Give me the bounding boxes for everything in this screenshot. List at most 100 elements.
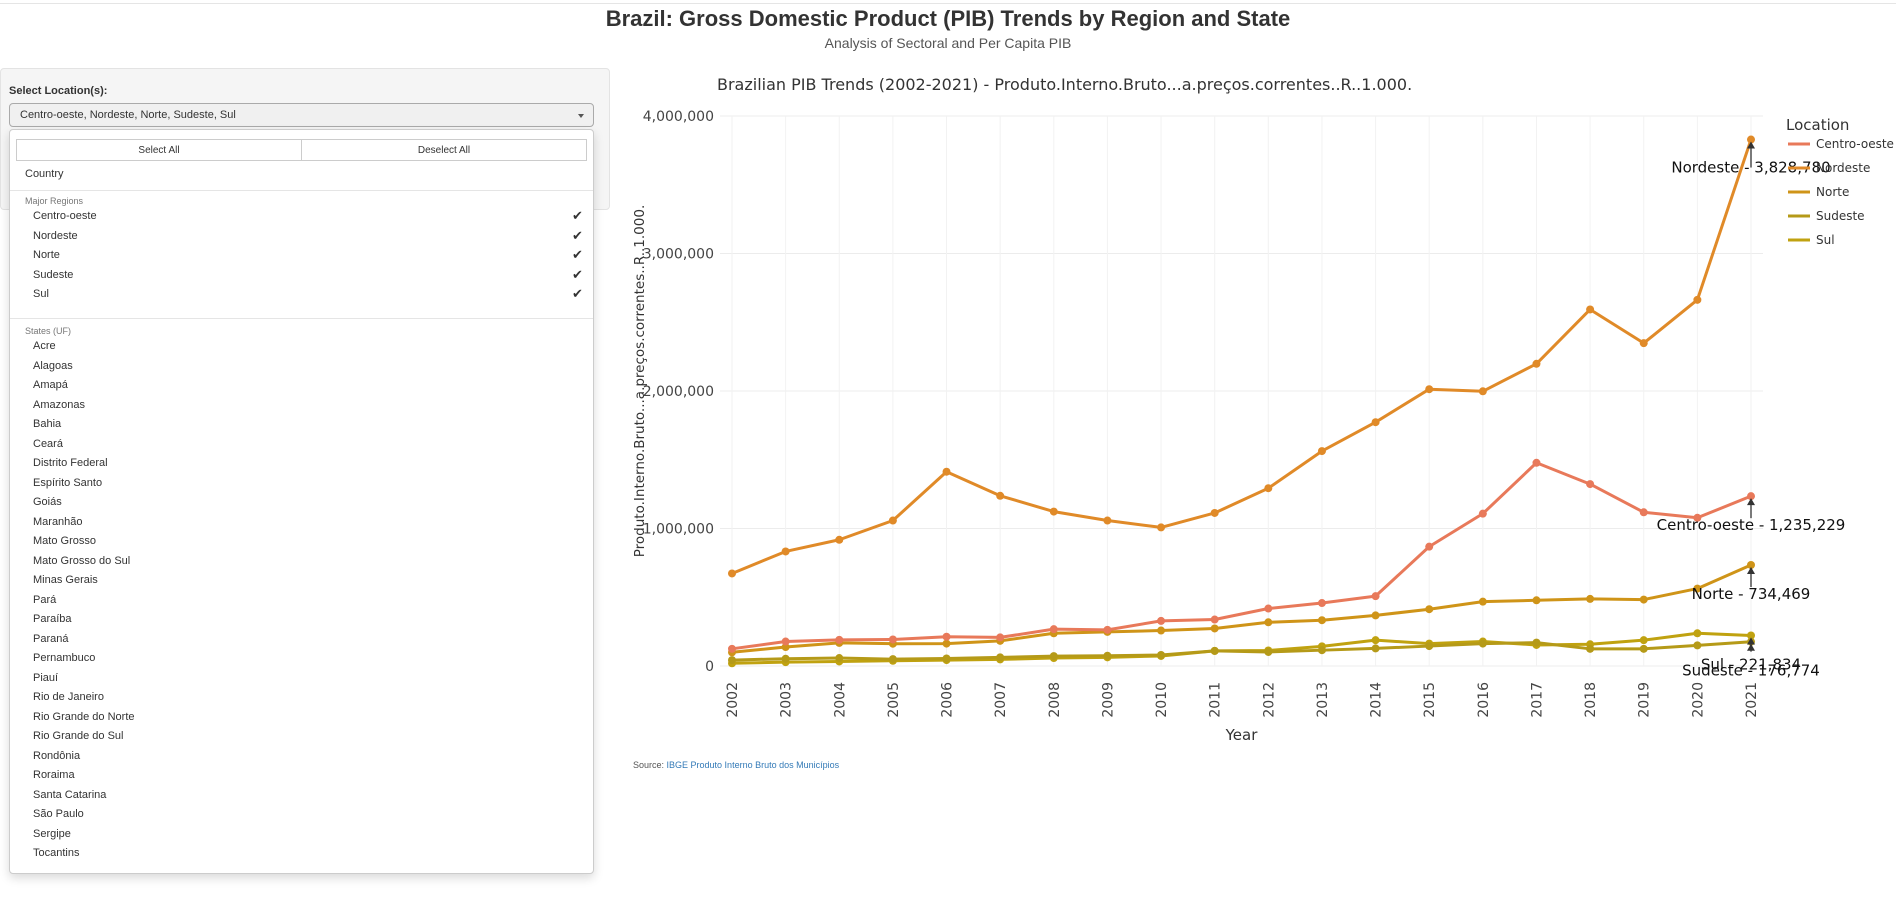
data-point bbox=[1586, 480, 1595, 489]
series-line-norte bbox=[731, 563, 1752, 654]
location-dropdown: Select All Deselect All Country Major Reg… bbox=[9, 129, 594, 874]
option-state[interactable]: Bahia bbox=[33, 418, 62, 430]
option-state[interactable]: Mato Grosso do Sul bbox=[33, 554, 131, 567]
data-point bbox=[1264, 647, 1273, 656]
x-tick-label: 2019 bbox=[1637, 682, 1653, 718]
data-point bbox=[1747, 631, 1755, 640]
data-point bbox=[1049, 507, 1058, 516]
option-region[interactable]: Norte bbox=[33, 249, 60, 261]
top-divider bbox=[0, 3, 1896, 4]
data-point bbox=[1264, 604, 1273, 613]
data-point bbox=[728, 656, 736, 665]
x-tick-label: 2014 bbox=[1369, 682, 1385, 718]
data-point bbox=[835, 654, 844, 663]
data-point bbox=[1210, 646, 1219, 655]
data-point bbox=[1693, 641, 1702, 650]
data-point bbox=[888, 516, 897, 525]
option-state[interactable]: Tocantins bbox=[33, 847, 80, 859]
option-state[interactable]: Sergipe bbox=[33, 827, 71, 840]
option-state[interactable]: Paraná bbox=[33, 632, 69, 645]
option-state[interactable]: Ceará bbox=[33, 437, 63, 450]
option-state[interactable]: Alagoas bbox=[33, 359, 73, 372]
option-state[interactable]: Amazonas bbox=[33, 398, 85, 411]
option-state[interactable]: Paraíba bbox=[33, 613, 72, 625]
series-line-nordeste bbox=[731, 139, 1753, 575]
select-all-button[interactable]: Select All bbox=[16, 139, 302, 161]
option-state[interactable]: Espírito Santo bbox=[33, 476, 103, 489]
annotation-label: Sul - 221,834 bbox=[1701, 655, 1801, 673]
data-point bbox=[1586, 594, 1595, 603]
data-point bbox=[1532, 596, 1541, 605]
data-point bbox=[1478, 597, 1487, 606]
arrowhead-icon bbox=[1747, 643, 1755, 651]
option-region[interactable]: Nordeste bbox=[33, 229, 78, 242]
arrowhead-icon bbox=[1747, 637, 1755, 645]
x-tick-label: 2003 bbox=[779, 682, 795, 718]
option-state[interactable]: Mato Grosso bbox=[33, 535, 96, 547]
option-state[interactable]: Rio de Janeiro bbox=[33, 691, 104, 703]
data-point bbox=[781, 547, 790, 556]
option-state[interactable]: Pernambuco bbox=[33, 652, 96, 664]
data-point bbox=[1586, 644, 1595, 653]
option-state[interactable]: São Paulo bbox=[33, 808, 84, 820]
option-state[interactable]: Acre bbox=[33, 340, 56, 352]
check-icon: ✔ bbox=[572, 208, 583, 223]
option-state[interactable]: Maranhão bbox=[33, 515, 83, 528]
regions-group-header: Major Regions bbox=[25, 196, 84, 206]
data-point bbox=[1532, 638, 1541, 647]
option-state[interactable]: Rio Grande do Sul bbox=[33, 730, 124, 742]
deselect-all-button[interactable]: Deselect All bbox=[302, 139, 587, 161]
annotation-label: Nordeste - 3,828,780 bbox=[1671, 159, 1830, 177]
check-icon: ✔ bbox=[572, 266, 583, 282]
series-line-centro-oeste bbox=[731, 461, 1752, 651]
data-point bbox=[1371, 592, 1380, 601]
data-point bbox=[1210, 624, 1219, 633]
data-point bbox=[888, 635, 897, 644]
option-state[interactable]: Rio Grande do Norte bbox=[33, 710, 135, 723]
data-point bbox=[1532, 359, 1541, 368]
dropdown-divider bbox=[10, 190, 593, 191]
option-state[interactable]: Roraima bbox=[33, 769, 75, 781]
data-point bbox=[1157, 616, 1166, 625]
option-country[interactable]: Country bbox=[25, 168, 64, 180]
data-point bbox=[1693, 629, 1702, 638]
data-point bbox=[1210, 508, 1219, 517]
option-state[interactable]: Rondônia bbox=[33, 749, 81, 762]
option-region[interactable]: Sul bbox=[33, 288, 49, 300]
data-point bbox=[1532, 458, 1541, 467]
data-point bbox=[1264, 484, 1273, 493]
data-point bbox=[1639, 508, 1648, 517]
legend-label: Nordeste bbox=[1816, 161, 1870, 175]
data-point bbox=[1264, 618, 1273, 627]
data-point bbox=[1103, 516, 1112, 525]
data-point bbox=[1425, 605, 1434, 614]
x-tick-label: 2002 bbox=[725, 682, 741, 718]
legend-label: Norte bbox=[1816, 185, 1849, 199]
option-region[interactable]: Centro-oeste bbox=[33, 210, 97, 222]
data-point bbox=[1371, 644, 1380, 653]
data-point bbox=[1478, 639, 1487, 648]
data-point bbox=[1586, 305, 1595, 314]
data-point bbox=[996, 653, 1005, 662]
data-point bbox=[1371, 611, 1380, 620]
source-link[interactable]: IBGE Produto Interno Bruto dos Município… bbox=[666, 760, 840, 770]
option-state[interactable]: Goiás bbox=[33, 496, 62, 508]
option-region[interactable]: Sudeste bbox=[33, 268, 74, 281]
y-tick-label: 2,000,000 bbox=[643, 384, 714, 400]
x-tick-label: 2011 bbox=[1208, 682, 1224, 718]
location-select[interactable]: Centro-oeste, Nordeste, Norte, Sudeste, … bbox=[9, 103, 594, 127]
option-state[interactable]: Santa Catarina bbox=[33, 788, 107, 801]
option-state[interactable]: Piauí bbox=[33, 671, 59, 684]
data-point bbox=[1478, 387, 1487, 396]
option-state[interactable]: Distrito Federal bbox=[33, 457, 108, 469]
caret-down-icon[interactable] bbox=[578, 114, 584, 118]
data-point bbox=[888, 655, 897, 664]
option-state[interactable]: Pará bbox=[33, 593, 57, 606]
x-tick-label: 2013 bbox=[1315, 682, 1331, 718]
data-point bbox=[1425, 385, 1434, 394]
x-tick-label: 2008 bbox=[1047, 682, 1063, 718]
option-state[interactable]: Minas Gerais bbox=[33, 574, 98, 586]
data-point bbox=[835, 635, 844, 644]
option-state[interactable]: Amapá bbox=[33, 379, 68, 391]
x-tick-label: 2015 bbox=[1422, 682, 1438, 718]
